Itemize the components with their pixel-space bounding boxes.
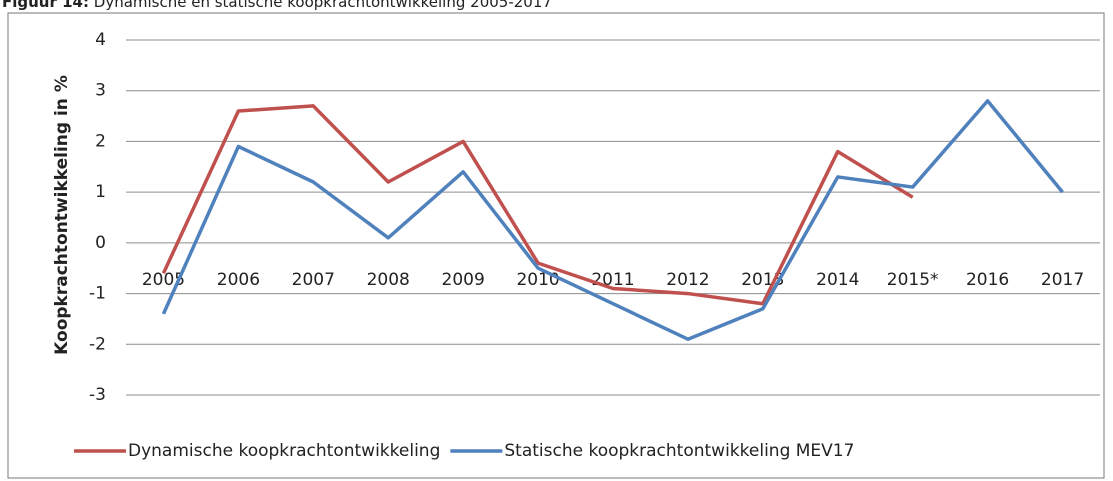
y-tick-label: 1 [95, 182, 106, 202]
x-tick-label: 2016 [966, 270, 1009, 290]
x-tick-label: 2007 [292, 270, 335, 290]
x-tick-label: 2006 [217, 270, 260, 290]
title-text: Dynamische en statische koopkrachtontwik… [94, 0, 552, 11]
y-tick-label: 2 [95, 131, 106, 151]
y-axis-label: Koopkrachtontwikkeling in % [52, 75, 72, 355]
y-tick-label: 0 [95, 233, 106, 253]
x-tick-label: 2012 [666, 270, 709, 290]
y-tick-label: 4 [95, 30, 106, 50]
x-tick-label: 2014 [816, 270, 859, 290]
y-tick-label: -2 [89, 334, 106, 354]
x-tick-label: 2005 [142, 270, 185, 290]
x-tick-label: 2008 [367, 270, 410, 290]
legend-label: Dynamische koopkrachtontwikkeling [128, 441, 440, 461]
y-tick-label: -3 [89, 385, 106, 405]
series-line [161, 99, 1064, 341]
x-tick-label: 2017 [1041, 270, 1084, 290]
legend-label: Statische koopkrachtontwikkeling MEV17 [504, 441, 854, 461]
x-tick-label: 2009 [442, 270, 485, 290]
series-line [161, 104, 914, 306]
y-tick-label: 3 [95, 81, 106, 101]
chart-title: Figuur 14: Dynamische en statische koopk… [2, 0, 552, 11]
chart-border [7, 12, 1105, 479]
x-tick-label: 2015* [887, 270, 939, 290]
title-prefix: Figuur 14: [2, 0, 89, 11]
x-tick-label: 2010 [516, 270, 559, 290]
y-tick-label: -1 [89, 284, 106, 304]
